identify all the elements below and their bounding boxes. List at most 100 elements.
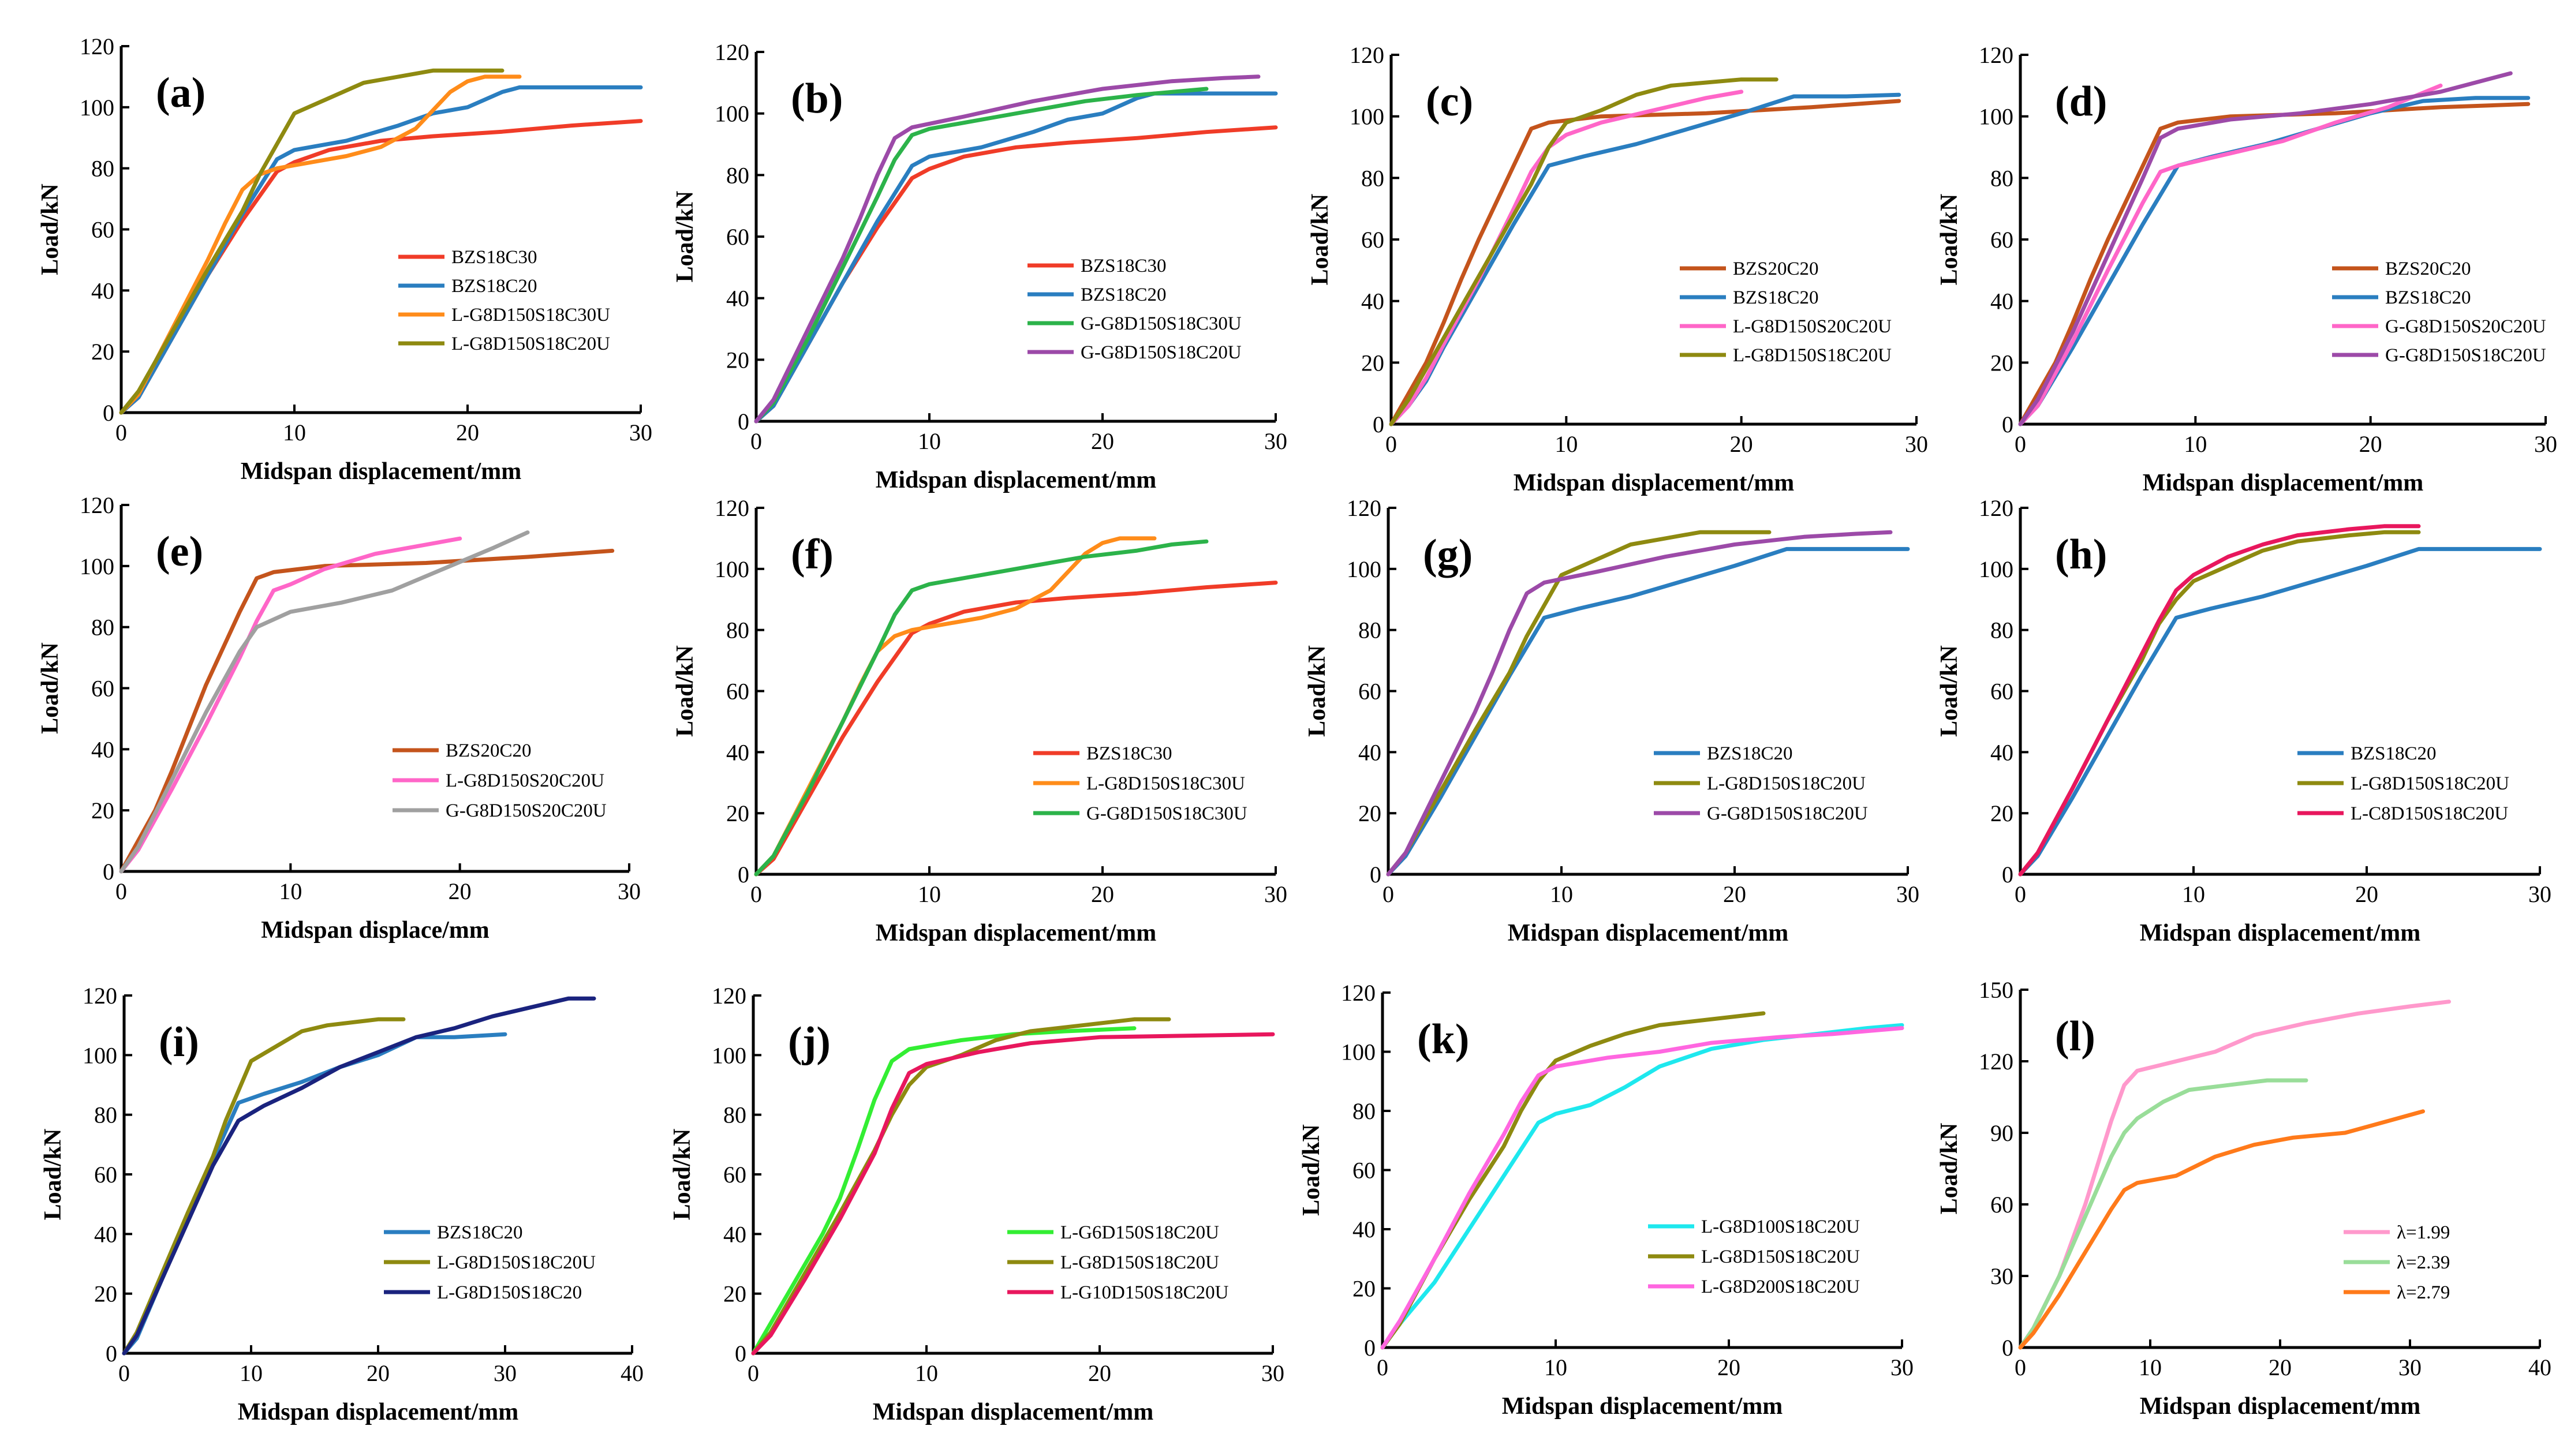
series-line [1380,1023,1904,1350]
y-axis-label: Load/kN [1304,645,1331,737]
x-tick-label: 10 [283,420,306,446]
x-tick-label: 20 [1091,881,1114,907]
legend-label: G-G8D150S18C20U [1081,342,1242,363]
panel-label: (j) [788,1019,831,1066]
legend-label: L-G8D150S18C20U [437,1252,596,1273]
x-tick-label: 30 [1890,1354,1914,1380]
y-axis-label: Load/kN [1298,1124,1325,1216]
y-tick-label: 80 [1990,617,2013,643]
legend-label: L-G8D150S18C20 [437,1282,582,1303]
y-tick-label: 60 [1352,1158,1376,1184]
y-tick-label: 100 [1350,104,1384,130]
x-axis-label: Midspan displacement/mm [876,920,1157,946]
series-line [119,536,462,874]
series-line [119,85,643,415]
chart-panel-g: 0 10 20 30 0 20 40 60 80 100 120 Midspan displaceme… [1304,495,1919,946]
legend-label: BZS18C20 [437,1222,523,1243]
y-axis-label: Load/kN [37,184,63,275]
series-line [1389,77,1778,426]
x-tick-label: 0 [2015,1354,2026,1380]
legend-label: BZS18C20 [2385,287,2471,308]
y-tick-label: 0 [735,1341,746,1367]
y-tick-label: 100 [83,1042,117,1068]
panel-label: (h) [2055,531,2107,578]
x-tick-label: 20 [1730,431,1753,457]
y-tick-label: 20 [91,339,114,365]
y-tick-label: 100 [715,101,749,127]
chart-panel-j: 0 10 20 30 0 20 40 60 80 100 120 Midspan displaceme… [669,983,1284,1425]
series-line [754,87,1209,424]
y-tick-label: 120 [1979,1049,2013,1075]
series-line [122,996,596,1356]
y-tick-label: 40 [91,736,114,762]
series-line [1389,89,1744,426]
x-tick-label: 30 [2398,1354,2422,1380]
y-tick-label: 20 [1361,350,1384,376]
x-tick-label: 10 [240,1360,263,1386]
x-tick-label: 0 [118,1360,130,1386]
series-line [2018,71,2513,426]
y-tick-label: 20 [726,347,749,373]
series-line [2018,524,2421,877]
series-line [2018,547,2542,877]
y-tick-label: 80 [94,1102,117,1128]
y-tick-label: 40 [726,739,749,765]
series-line [119,548,615,874]
y-tick-label: 60 [1990,679,2013,705]
series-line [119,530,530,874]
x-axis-label: Midspan displacement/mm [1514,470,1795,496]
y-axis-label: Load/kN [1936,645,1963,737]
x-tick-label: 20 [2269,1354,2292,1380]
y-tick-label: 0 [1373,411,1384,437]
legend-label: G-G8D150S18C30U [1086,803,1247,824]
x-tick-label: 40 [2528,1354,2551,1380]
y-tick-label: 120 [80,492,114,518]
x-tick-label: 20 [1088,1360,1111,1386]
x-tick-label: 0 [1382,881,1394,907]
y-tick-label: 120 [1350,42,1384,68]
x-tick-label: 0 [2015,431,2026,457]
y-tick-label: 100 [1347,556,1381,582]
legend-label: L-C8D150S18C20U [2351,803,2508,824]
y-tick-label: 60 [94,1162,117,1188]
y-tick-label: 80 [1361,165,1384,191]
series-line [2018,83,2443,426]
legend-label: BZS18C30 [451,247,537,268]
y-tick-label: 80 [1358,617,1381,643]
series-line [1386,530,1893,877]
x-axis-label: Midspan displacement/mm [1502,1393,1783,1420]
y-axis-label: Load/kN [672,645,698,737]
x-tick-label: 0 [750,881,762,907]
x-tick-label: 10 [918,881,941,907]
y-axis-label: Load/kN [40,1129,66,1221]
y-tick-label: 40 [1358,739,1381,765]
y-axis-label: Load/kN [1936,194,1963,286]
legend-label: BZS18C20 [1707,743,1793,764]
y-tick-label: 100 [1979,104,2013,130]
y-tick-label: 80 [1990,165,2013,191]
series-line [122,1017,406,1356]
y-tick-label: 20 [1358,800,1381,826]
y-tick-label: 0 [106,1341,117,1367]
x-tick-label: 20 [1723,881,1746,907]
y-tick-label: 60 [91,217,114,243]
y-tick-label: 100 [712,1042,746,1068]
x-tick-label: 10 [279,878,302,904]
legend-label: G-G8D150S18C20U [2385,345,2546,366]
y-tick-label: 0 [2002,411,2013,437]
chart-panel-l: 0 10 20 30 40 0 30 60 90 120 150 Midspan displaceme… [1936,977,2551,1420]
y-tick-label: 20 [91,798,114,824]
legend-label: L-G6D150S18C20U [1060,1222,1219,1243]
x-tick-label: 30 [1264,428,1287,454]
legend-label: L-G8D100S18C20U [1701,1217,1860,1237]
y-tick-label: 60 [726,679,749,705]
y-tick-label: 0 [738,409,749,435]
panel-label: (f) [791,531,834,578]
x-tick-label: 30 [629,420,652,446]
legend-label: BZS18C30 [1081,256,1167,276]
x-tick-label: 20 [2355,881,2378,907]
chart-panel-f: 0 10 20 30 0 20 40 60 80 100 120 Midspan displaceme… [672,495,1287,946]
legend-label: G-G8D150S20C20U [2385,316,2546,337]
chart-panel-k: 0 10 20 30 0 20 40 60 80 100 120 Midspan displaceme… [1298,980,1914,1420]
